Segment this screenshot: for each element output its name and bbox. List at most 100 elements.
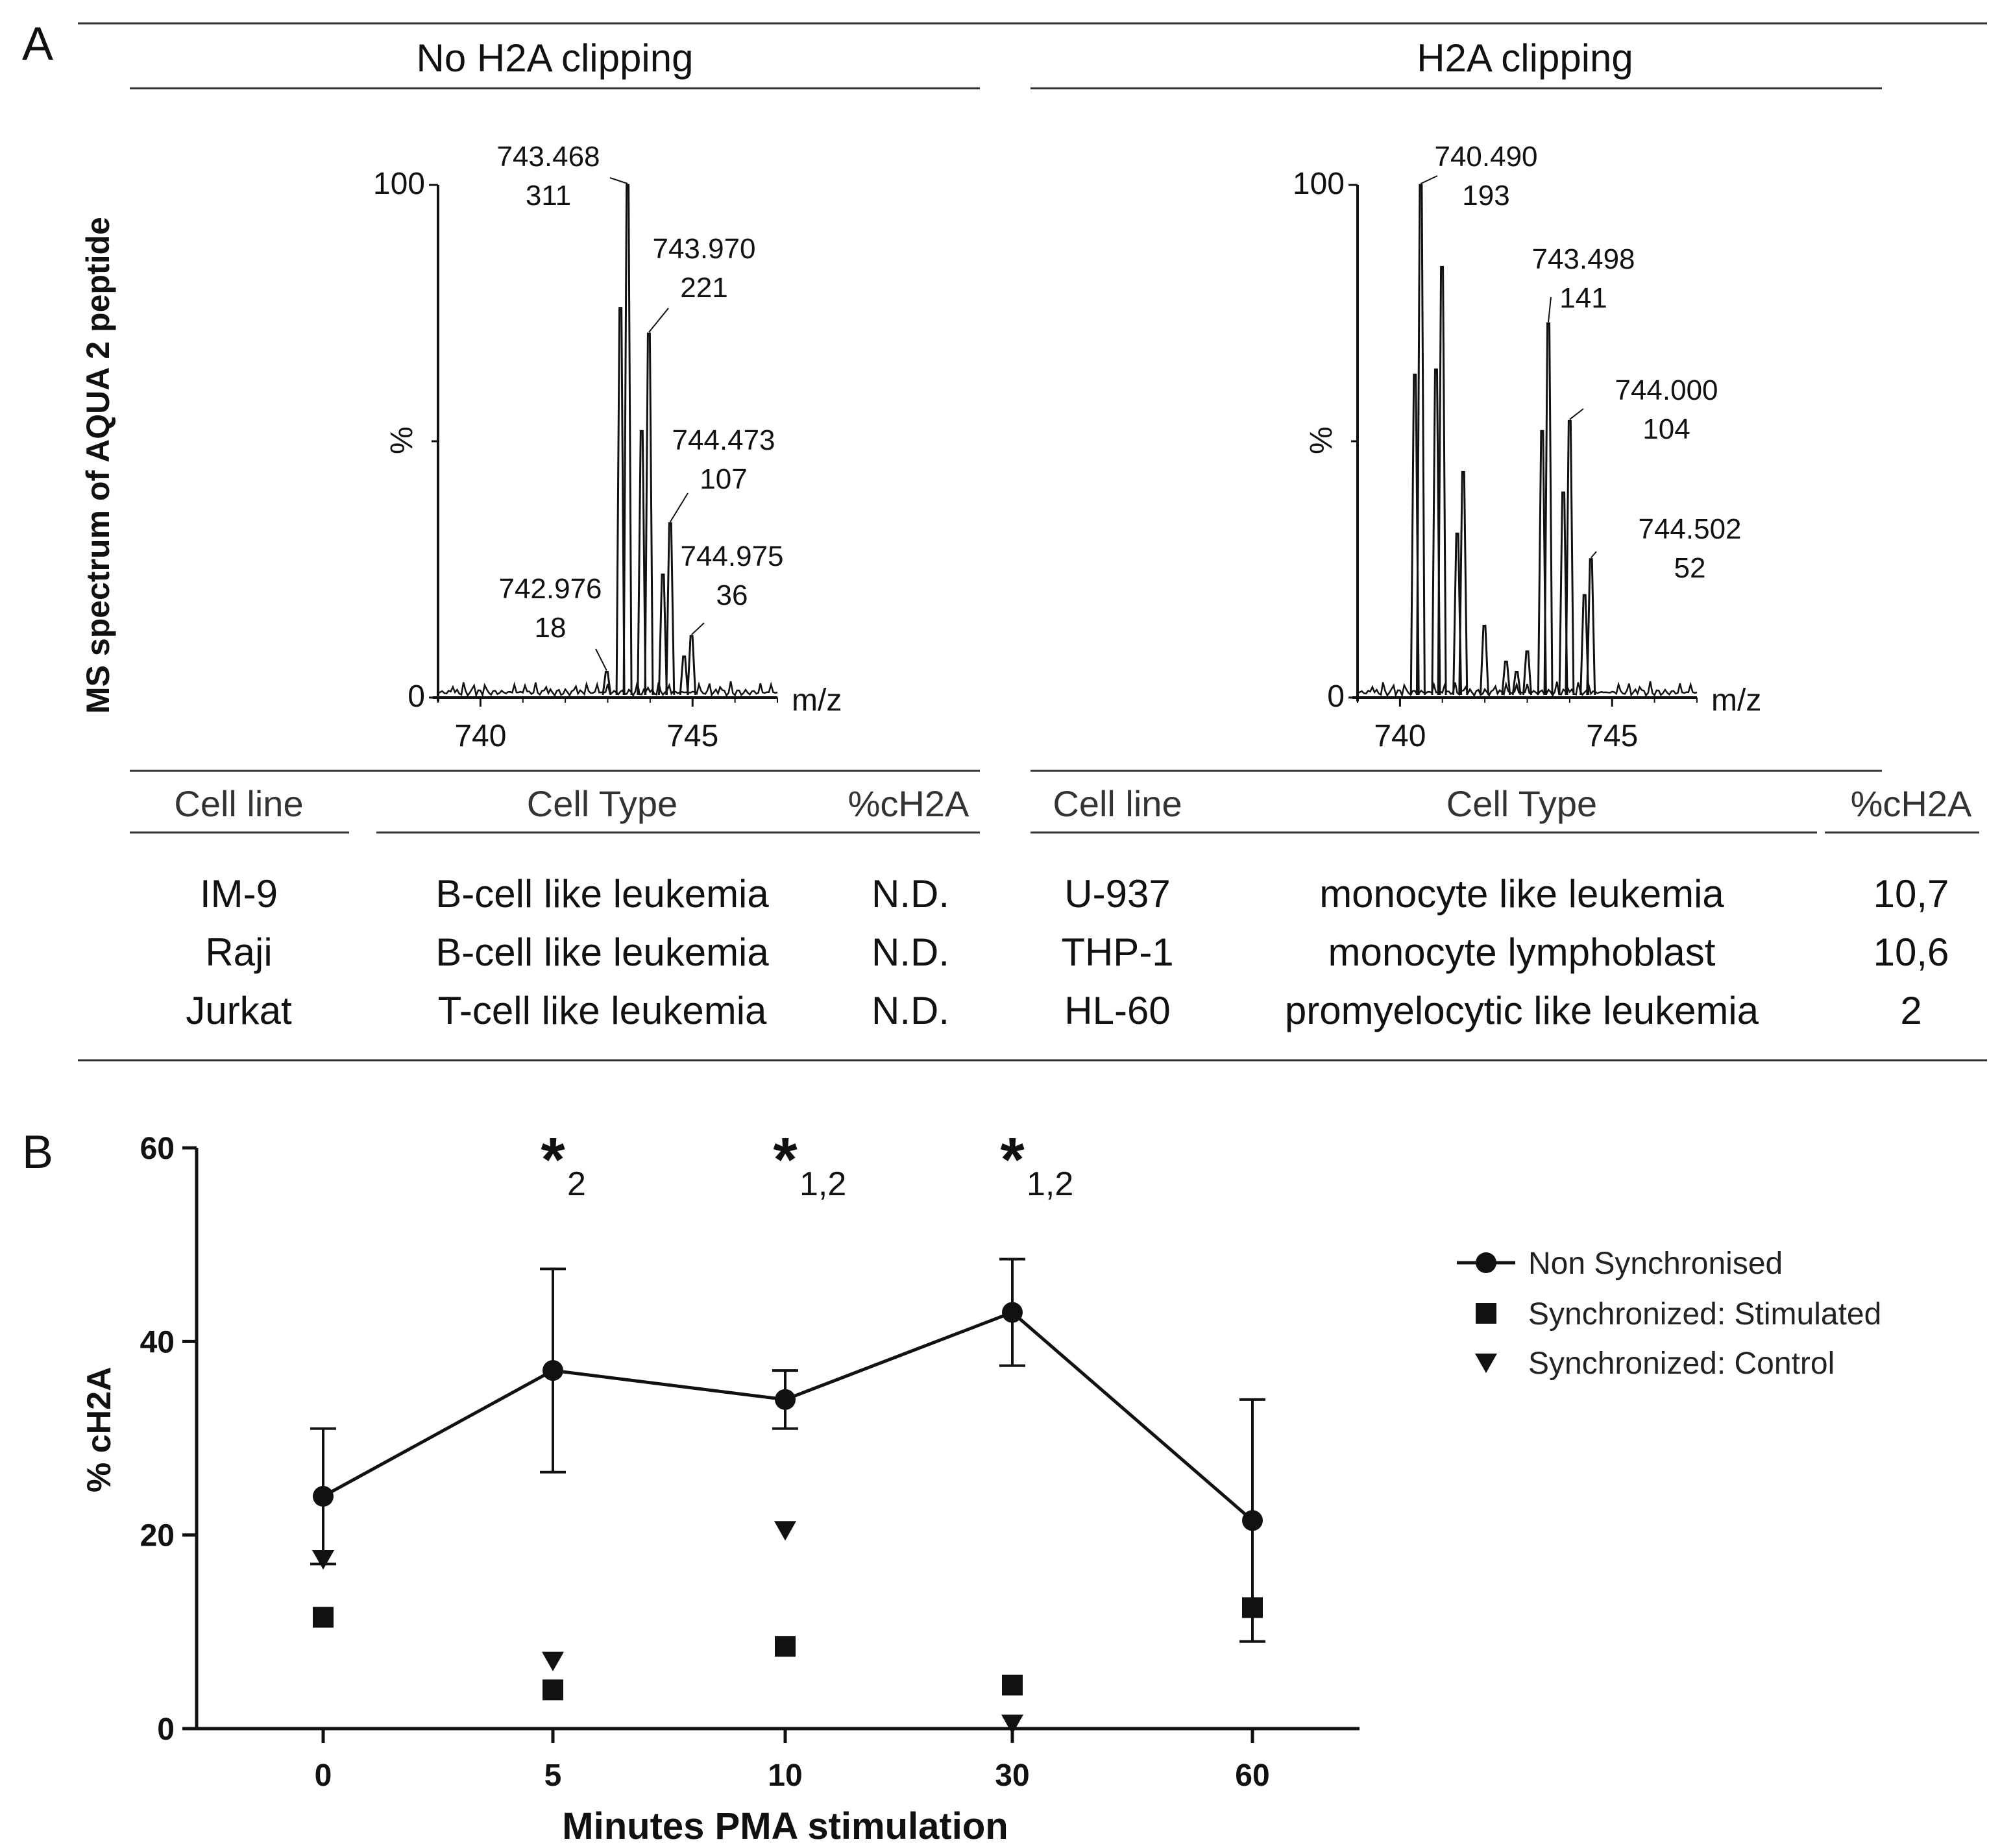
y-tick-label: 0 [408, 679, 425, 714]
peak-leader-line [609, 177, 628, 184]
table-row: THP-1 monocyte lymphoblast 10,6 [1061, 930, 1949, 974]
peak-leader-line [690, 622, 705, 635]
peak-mz-label: 743.970 [652, 233, 755, 265]
spectrum-peak [1579, 594, 1590, 696]
x-axis-label: m/z [1711, 683, 1761, 718]
hdr-cell-line-right: Cell line [1053, 783, 1182, 824]
point-stimulated [543, 1679, 563, 1701]
labeled-peak [687, 635, 697, 696]
labeled-peak [644, 332, 654, 696]
spectrum-peak [1479, 624, 1489, 696]
cell-pct: N.D. [872, 989, 949, 1032]
y-tick-label: 0 [157, 1712, 175, 1747]
y-axis-label: % [1304, 426, 1339, 454]
spectrum-peak [615, 307, 626, 696]
legend-label: Synchronized: Stimulated [1528, 1297, 1881, 1331]
cell-type: B-cell like leukemia [435, 872, 769, 916]
y-tick-label: 100 [1293, 167, 1345, 201]
cell-type: monocyte lymphoblast [1328, 930, 1716, 974]
labeled-peak [622, 184, 633, 696]
series-line-non-synchronised [322, 1310, 1254, 1522]
y-tick-label: 0 [1327, 679, 1345, 714]
cH2A-time-chart: 0 20 40 60 0 5 10 30 60 Minutes PMA stimulation % … [80, 1125, 1881, 1847]
hdr-cell-type-left: Cell Type [527, 783, 677, 824]
peak-intensity-label: 52 [1674, 552, 1706, 584]
spectrum-peak [1431, 368, 1441, 696]
significance-groups: 1,2 [1027, 1165, 1073, 1203]
peak-intensity-label: 221 [680, 272, 727, 304]
legend-marker-circle [1476, 1252, 1496, 1273]
x-tick-label: 60 [1235, 1758, 1269, 1793]
hdr-cell-line-left: Cell line [174, 783, 303, 824]
hdr-pct-right: %cH2A [1851, 783, 1972, 824]
y-axis-title: % cH2A [80, 1367, 118, 1492]
x-tick-label: 745 [666, 719, 718, 753]
cell-pct: 10,7 [1873, 872, 1949, 916]
cell-pct: 10,6 [1873, 930, 1949, 974]
y-axis-label: % [385, 426, 419, 454]
spectrum-peak [657, 573, 668, 696]
point-stimulated [1242, 1597, 1263, 1618]
y-tick-label: 40 [140, 1325, 175, 1359]
peak-mz-label: 742.976 [498, 573, 602, 605]
labeled-peak [1415, 184, 1426, 696]
cell-type: B-cell like leukemia [435, 930, 769, 974]
labeled-peak [665, 522, 676, 696]
panel-a-y-title: MS spectrum of AQUA 2 peptide [80, 217, 116, 714]
significance-star: * [773, 1125, 798, 1195]
cell-line: Raji [205, 930, 272, 974]
x-tick-label: 740 [1374, 719, 1426, 753]
legend-marker-square [1476, 1303, 1496, 1324]
x-tick-label: 740 [454, 719, 506, 753]
table-row: Jurkat T-cell like leukemia N.D. [186, 989, 949, 1032]
right-section-title: H2A clipping [1417, 36, 1633, 80]
cell-line: IM-9 [200, 872, 278, 916]
point-non-synchronised [313, 1486, 334, 1507]
spectrum-peak [1501, 661, 1511, 696]
point-stimulated [775, 1636, 796, 1657]
spectrum-peak [1437, 265, 1447, 696]
x-tick-label: 10 [768, 1758, 802, 1793]
point-stimulated [313, 1607, 334, 1628]
peak-intensity-label: 193 [1462, 180, 1509, 212]
significance-star: * [1000, 1125, 1025, 1195]
table-row: HL-60 promyelocytic like leukemia 2 [1064, 989, 1921, 1032]
point-stimulated [1002, 1674, 1023, 1696]
spectrum-peak [1558, 491, 1568, 696]
cell-pct: N.D. [872, 872, 949, 916]
cell-line: U-937 [1064, 872, 1170, 916]
point-non-synchronised [1242, 1510, 1263, 1531]
peak-intensity-label: 18 [535, 612, 567, 644]
labeled-peak [602, 671, 612, 696]
point-non-synchronised [775, 1389, 796, 1410]
spectrum-peak [1458, 470, 1469, 696]
peak-intensity-label: 36 [716, 579, 748, 611]
spectrum-no-clipping: 0 100% 740 745 m/z 742.976 18 743.468 311 743.970… [373, 141, 842, 753]
peak-mz-label: 744.975 [680, 541, 783, 572]
peak-leader-line [1569, 408, 1584, 420]
y-tick-label: 100 [373, 167, 425, 201]
point-control [774, 1521, 796, 1541]
x-tick-label: 0 [315, 1758, 332, 1793]
point-control [312, 1550, 334, 1570]
labeled-peak [1586, 558, 1596, 696]
cell-pct: N.D. [872, 930, 949, 974]
cell-type: monocyte like leukemia [1319, 872, 1724, 916]
legend-label: Synchronized: Control [1528, 1346, 1835, 1381]
panel-a-letter: A [22, 18, 53, 70]
peak-leader-line [1590, 551, 1597, 559]
panel-b-letter: B [22, 1126, 53, 1178]
spectrum-peak [1522, 650, 1532, 696]
x-tick-label: 745 [1586, 719, 1638, 753]
point-control [542, 1651, 564, 1672]
cell-line: HL-60 [1064, 989, 1170, 1032]
peak-intensity-label: 311 [526, 180, 571, 212]
legend-label: Non Synchronised [1528, 1246, 1783, 1281]
cell-type: T-cell like leukemia [438, 989, 767, 1032]
table-row: IM-9 B-cell like leukemia N.D. [200, 872, 949, 916]
peak-leader-line [1420, 175, 1438, 184]
peak-mz-label: 744.502 [1638, 513, 1741, 545]
cell-type: promyelocytic like leukemia [1285, 989, 1759, 1032]
spectrum-peak [1511, 671, 1522, 696]
